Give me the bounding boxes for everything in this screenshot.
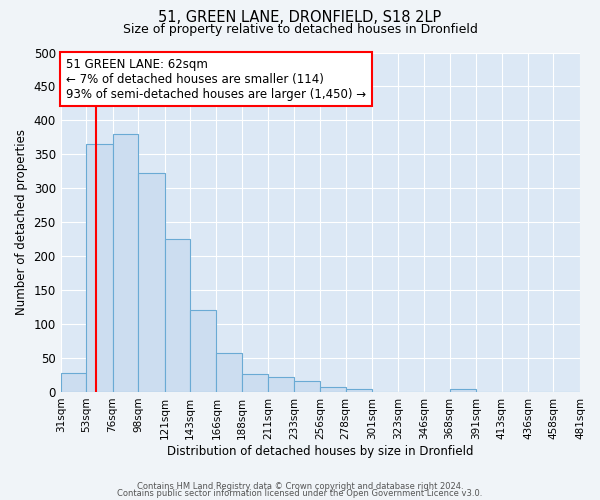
Text: 51, GREEN LANE, DRONFIELD, S18 2LP: 51, GREEN LANE, DRONFIELD, S18 2LP (158, 10, 442, 25)
Bar (449, 389, 476, 392)
Bar (294, 381, 320, 392)
Bar (320, 387, 346, 392)
Bar (138, 174, 164, 392)
Text: 51 GREEN LANE: 62sqm
← 7% of detached houses are smaller (114)
93% of semi-detac: 51 GREEN LANE: 62sqm ← 7% of detached ho… (66, 58, 366, 100)
Bar (268, 377, 294, 392)
Bar (190, 310, 217, 392)
Bar (86, 144, 113, 392)
Y-axis label: Number of detached properties: Number of detached properties (15, 129, 28, 315)
Bar (113, 134, 138, 392)
X-axis label: Distribution of detached houses by size in Dronfield: Distribution of detached houses by size … (167, 444, 473, 458)
Text: Size of property relative to detached houses in Dronfield: Size of property relative to detached ho… (122, 22, 478, 36)
Bar (346, 389, 372, 392)
Bar (61, 373, 86, 392)
Text: Contains public sector information licensed under the Open Government Licence v3: Contains public sector information licen… (118, 489, 482, 498)
Bar (217, 352, 242, 392)
Text: Contains HM Land Registry data © Crown copyright and database right 2024.: Contains HM Land Registry data © Crown c… (137, 482, 463, 491)
Bar (242, 374, 268, 392)
Bar (164, 239, 190, 392)
